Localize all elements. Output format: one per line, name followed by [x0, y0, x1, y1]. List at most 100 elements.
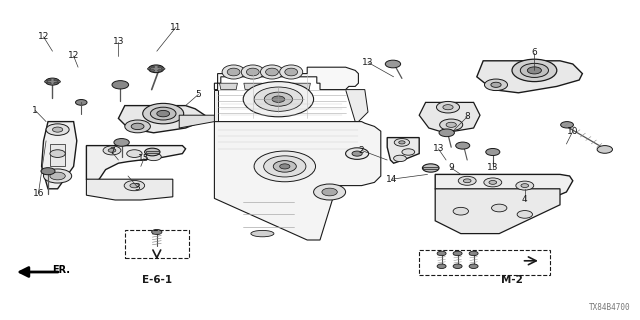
Text: 14: 14: [386, 175, 397, 184]
Ellipse shape: [145, 148, 160, 156]
Text: 10: 10: [567, 127, 579, 136]
Text: 13: 13: [487, 164, 499, 172]
Ellipse shape: [516, 181, 534, 190]
Ellipse shape: [264, 156, 306, 177]
Ellipse shape: [463, 179, 471, 183]
Ellipse shape: [227, 68, 240, 76]
Ellipse shape: [148, 65, 164, 73]
Ellipse shape: [491, 82, 501, 87]
Ellipse shape: [151, 66, 154, 68]
Ellipse shape: [50, 172, 65, 180]
Ellipse shape: [76, 100, 87, 105]
Polygon shape: [86, 179, 173, 200]
Ellipse shape: [146, 153, 161, 161]
Ellipse shape: [453, 264, 462, 268]
Ellipse shape: [437, 264, 446, 268]
Ellipse shape: [157, 110, 170, 117]
Ellipse shape: [484, 79, 508, 91]
Ellipse shape: [456, 142, 470, 149]
Ellipse shape: [484, 178, 502, 187]
Ellipse shape: [517, 211, 532, 218]
Ellipse shape: [246, 68, 259, 76]
Polygon shape: [292, 83, 310, 90]
Polygon shape: [42, 122, 77, 189]
Ellipse shape: [47, 79, 51, 81]
Text: E-6-1: E-6-1: [141, 275, 172, 285]
Ellipse shape: [486, 148, 500, 156]
Ellipse shape: [125, 120, 150, 133]
Bar: [419, 250, 550, 275]
Ellipse shape: [57, 81, 61, 83]
Ellipse shape: [108, 148, 116, 152]
Ellipse shape: [243, 82, 314, 117]
Ellipse shape: [254, 151, 316, 182]
Polygon shape: [477, 61, 582, 93]
Ellipse shape: [385, 60, 401, 68]
Ellipse shape: [150, 107, 176, 120]
Ellipse shape: [161, 68, 165, 70]
Ellipse shape: [561, 122, 573, 128]
Ellipse shape: [440, 119, 463, 131]
Ellipse shape: [394, 139, 410, 146]
Ellipse shape: [45, 78, 60, 85]
Ellipse shape: [453, 251, 462, 256]
Polygon shape: [244, 83, 262, 90]
Ellipse shape: [402, 149, 415, 155]
Ellipse shape: [54, 82, 58, 84]
Polygon shape: [435, 174, 573, 210]
Ellipse shape: [103, 146, 121, 155]
Ellipse shape: [241, 65, 264, 79]
Text: 16: 16: [33, 189, 44, 198]
Text: 15: 15: [138, 154, 150, 163]
Ellipse shape: [222, 65, 245, 79]
Ellipse shape: [453, 207, 468, 215]
Text: 13: 13: [362, 58, 374, 67]
Text: 1: 1: [33, 106, 38, 115]
Ellipse shape: [47, 82, 51, 84]
Ellipse shape: [147, 68, 151, 70]
Text: 8: 8: [465, 112, 470, 121]
Ellipse shape: [520, 63, 548, 77]
Text: M-2: M-2: [501, 275, 523, 285]
Ellipse shape: [114, 139, 129, 146]
Text: 9: 9: [449, 164, 454, 172]
Ellipse shape: [446, 122, 456, 127]
Ellipse shape: [52, 127, 63, 132]
Ellipse shape: [124, 180, 145, 191]
Ellipse shape: [512, 59, 557, 82]
Text: 13: 13: [113, 37, 124, 46]
Ellipse shape: [394, 155, 406, 162]
Ellipse shape: [264, 92, 292, 106]
Ellipse shape: [112, 81, 129, 89]
Ellipse shape: [437, 251, 446, 256]
Ellipse shape: [266, 68, 278, 76]
Ellipse shape: [46, 124, 69, 135]
Ellipse shape: [44, 169, 72, 183]
Ellipse shape: [143, 103, 184, 124]
Text: 7: 7: [109, 148, 115, 156]
Text: 5: 5: [196, 90, 201, 99]
Ellipse shape: [492, 204, 507, 212]
Ellipse shape: [158, 70, 161, 72]
Polygon shape: [268, 83, 286, 90]
Polygon shape: [214, 90, 218, 122]
Text: TX84B4700: TX84B4700: [589, 303, 630, 312]
Ellipse shape: [439, 129, 454, 137]
Polygon shape: [419, 102, 480, 133]
Ellipse shape: [158, 66, 161, 68]
Ellipse shape: [127, 150, 142, 157]
Ellipse shape: [469, 264, 478, 268]
Polygon shape: [220, 83, 237, 90]
Ellipse shape: [272, 96, 285, 102]
Polygon shape: [179, 115, 214, 128]
Ellipse shape: [41, 168, 55, 175]
Ellipse shape: [314, 184, 346, 200]
Ellipse shape: [346, 148, 369, 159]
Ellipse shape: [131, 123, 144, 130]
Text: 12: 12: [68, 52, 79, 60]
Polygon shape: [50, 144, 65, 166]
Ellipse shape: [352, 151, 362, 156]
Ellipse shape: [458, 176, 476, 185]
Ellipse shape: [422, 164, 439, 172]
Text: 6: 6: [532, 48, 537, 57]
